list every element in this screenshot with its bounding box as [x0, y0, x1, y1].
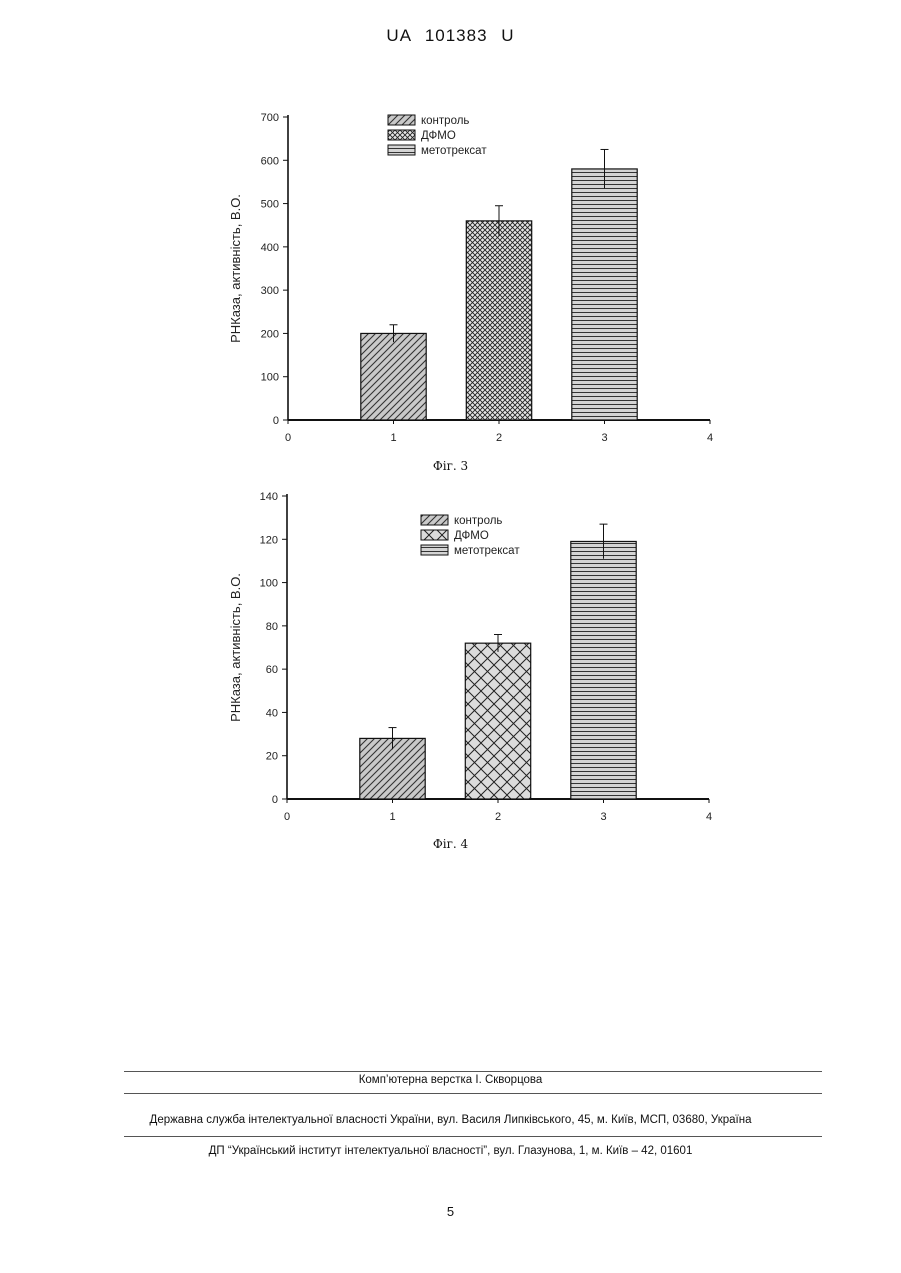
x-tick-label: 4 — [707, 432, 713, 444]
bar-контроль — [361, 333, 426, 420]
legend-swatch — [388, 145, 415, 155]
x-tick-label: 1 — [389, 811, 395, 823]
x-tick-label: 3 — [600, 811, 606, 823]
footer-rule-top — [124, 1071, 822, 1072]
legend-swatch — [421, 545, 448, 555]
y-tick-label: 500 — [261, 199, 279, 211]
legend-label: ДФМО — [421, 130, 456, 142]
bar-метотрексат — [571, 541, 636, 799]
y-tick-label: 40 — [266, 707, 278, 719]
y-tick-label: 200 — [261, 328, 279, 340]
x-tick-label: 2 — [495, 811, 501, 823]
x-tick-label: 0 — [285, 432, 291, 444]
legend-label: метотрексат — [421, 145, 487, 157]
y-tick-label: 600 — [261, 155, 279, 167]
y-tick-label: 60 — [266, 664, 278, 676]
legend-label: метотрексат — [454, 545, 520, 557]
legend-swatch — [388, 130, 415, 140]
y-tick-label: 80 — [266, 621, 278, 633]
institute-address: ДП “Український інститут інтелектуальної… — [0, 1145, 901, 1157]
legend-label: контроль — [421, 115, 469, 127]
y-tick-label: 100 — [260, 578, 278, 590]
y-tick-label: 120 — [260, 534, 278, 546]
x-tick-label: 3 — [601, 432, 607, 444]
legend-swatch — [421, 530, 448, 540]
figure-4-caption: Фіг. 4 — [0, 837, 901, 851]
legend-swatch — [421, 515, 448, 525]
footer-rule-bottom — [124, 1136, 822, 1137]
agency-address: Державна служба інтелектуальної власност… — [0, 1114, 901, 1126]
legend-label: контроль — [454, 515, 502, 527]
chart-1-svg: 0 20 40 60 80 100 120 140 0 1 2 3 4 РНКаза, активніст… — [0, 483, 901, 833]
page-number: 5 — [0, 1204, 901, 1219]
footer-rule-middle — [124, 1093, 822, 1094]
figure-3-bar-chart: 0 100 200 300 400 500 600 700 0 1 2 3 4 РНКаза, актив… — [0, 100, 901, 455]
y-tick-label: 0 — [272, 794, 278, 806]
bar-метотрексат — [572, 169, 637, 420]
y-tick-label: 400 — [261, 242, 279, 254]
bar-ДФМО — [466, 221, 531, 420]
y-tick-label: 20 — [266, 751, 278, 763]
y-tick-label: 140 — [260, 491, 278, 503]
y-tick-label: 300 — [261, 285, 279, 297]
y-axis-title: РНКаза, активність, В.О. — [228, 194, 243, 343]
legend-swatch — [388, 115, 415, 125]
patent-number-header: UA 101383 U — [0, 26, 901, 46]
bar-ДФМО — [465, 643, 530, 799]
x-tick-label: 1 — [390, 432, 396, 444]
chart-0-svg: 0 100 200 300 400 500 600 700 0 1 2 3 4 РНКаза, актив… — [0, 100, 901, 455]
x-tick-label: 0 — [284, 811, 290, 823]
legend-label: ДФМО — [454, 530, 489, 542]
layout-credit: Комп’ютерна верстка І. Скворцова — [0, 1074, 901, 1086]
x-tick-label: 2 — [496, 432, 502, 444]
y-tick-label: 0 — [273, 415, 279, 427]
y-axis-title: РНКаза, активність, В.О. — [228, 573, 243, 722]
y-tick-label: 700 — [261, 112, 279, 124]
x-tick-label: 4 — [706, 811, 712, 823]
figure-3-caption: Фіг. 3 — [0, 459, 901, 473]
figure-4-bar-chart: 0 20 40 60 80 100 120 140 0 1 2 3 4 РНКаза, активніст… — [0, 483, 901, 833]
y-tick-label: 100 — [261, 372, 279, 384]
